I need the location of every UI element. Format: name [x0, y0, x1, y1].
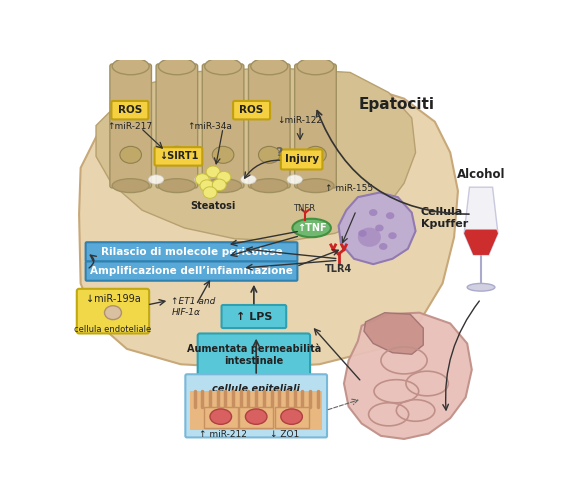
- Ellipse shape: [297, 179, 334, 192]
- Ellipse shape: [205, 58, 241, 75]
- FancyBboxPatch shape: [86, 262, 297, 281]
- Ellipse shape: [158, 179, 196, 192]
- Text: Injury: Injury: [284, 154, 319, 164]
- Text: ↓SIRT1: ↓SIRT1: [159, 151, 198, 161]
- Text: Cellula
Kpuffer: Cellula Kpuffer: [421, 207, 468, 229]
- Ellipse shape: [386, 212, 395, 219]
- FancyBboxPatch shape: [239, 407, 273, 428]
- FancyBboxPatch shape: [204, 407, 238, 428]
- Text: Alcohol: Alcohol: [457, 168, 505, 181]
- Ellipse shape: [200, 180, 214, 191]
- Ellipse shape: [203, 187, 217, 198]
- FancyBboxPatch shape: [156, 64, 198, 188]
- Text: TNFR: TNFR: [293, 203, 315, 212]
- Ellipse shape: [196, 174, 209, 185]
- FancyBboxPatch shape: [233, 101, 270, 119]
- Polygon shape: [96, 68, 416, 241]
- Ellipse shape: [305, 146, 326, 163]
- Ellipse shape: [292, 219, 331, 237]
- FancyBboxPatch shape: [190, 391, 323, 430]
- Polygon shape: [79, 77, 458, 368]
- Text: ↑miR-34a: ↑miR-34a: [188, 122, 232, 131]
- Ellipse shape: [251, 179, 288, 192]
- Ellipse shape: [212, 146, 234, 163]
- FancyBboxPatch shape: [112, 101, 148, 119]
- Ellipse shape: [194, 175, 210, 184]
- Ellipse shape: [358, 230, 367, 237]
- Ellipse shape: [251, 58, 288, 75]
- FancyBboxPatch shape: [185, 374, 327, 437]
- Text: ROS: ROS: [118, 105, 142, 115]
- Text: cellule epiteliali: cellule epiteliali: [212, 384, 300, 393]
- Ellipse shape: [259, 146, 280, 163]
- Text: ↑ miR-212: ↑ miR-212: [199, 430, 247, 439]
- Text: ↑miR-217: ↑miR-217: [108, 122, 153, 131]
- Text: ↑ miR-155: ↑ miR-155: [324, 183, 372, 192]
- Ellipse shape: [105, 306, 121, 320]
- Ellipse shape: [369, 209, 378, 216]
- Ellipse shape: [120, 146, 141, 163]
- FancyBboxPatch shape: [154, 147, 202, 166]
- Text: ↑ LPS: ↑ LPS: [236, 312, 272, 322]
- Text: Steatosi: Steatosi: [190, 201, 236, 211]
- FancyBboxPatch shape: [248, 64, 290, 188]
- Ellipse shape: [358, 227, 381, 247]
- Ellipse shape: [112, 179, 149, 192]
- Ellipse shape: [212, 179, 226, 191]
- FancyBboxPatch shape: [295, 64, 336, 188]
- Text: ↑ET1 and
HIF-1α: ↑ET1 and HIF-1α: [172, 297, 216, 317]
- Text: Epatociti: Epatociti: [358, 97, 434, 112]
- Ellipse shape: [210, 409, 232, 424]
- Ellipse shape: [241, 175, 256, 184]
- Ellipse shape: [166, 146, 188, 163]
- Text: Rilascio di molecole pericolose: Rilascio di molecole pericolose: [101, 247, 283, 257]
- Ellipse shape: [379, 243, 387, 250]
- Text: ROS: ROS: [240, 105, 264, 115]
- Text: ↓miR-122: ↓miR-122: [277, 116, 323, 125]
- Polygon shape: [364, 313, 423, 354]
- Polygon shape: [464, 187, 498, 255]
- FancyBboxPatch shape: [86, 242, 297, 262]
- Polygon shape: [464, 229, 498, 255]
- Polygon shape: [344, 313, 472, 439]
- Text: Amplificazione dell’infiammazione: Amplificazione dell’infiammazione: [90, 266, 293, 276]
- Text: ↓ ZO1: ↓ ZO1: [270, 430, 299, 439]
- Ellipse shape: [148, 175, 164, 184]
- Text: TLR4: TLR4: [325, 264, 352, 274]
- Polygon shape: [339, 192, 416, 264]
- Ellipse shape: [375, 224, 384, 231]
- Ellipse shape: [297, 58, 334, 75]
- Text: ↑TNF: ↑TNF: [297, 223, 327, 233]
- Ellipse shape: [245, 409, 267, 424]
- Ellipse shape: [158, 58, 196, 75]
- Text: ↓miR-199a: ↓miR-199a: [86, 294, 140, 304]
- Ellipse shape: [287, 175, 303, 184]
- FancyBboxPatch shape: [221, 305, 286, 328]
- FancyBboxPatch shape: [77, 289, 149, 334]
- Ellipse shape: [112, 58, 149, 75]
- Ellipse shape: [217, 171, 231, 183]
- FancyBboxPatch shape: [281, 149, 323, 169]
- Ellipse shape: [206, 166, 220, 177]
- Text: ?: ?: [276, 146, 283, 159]
- Ellipse shape: [388, 232, 397, 239]
- Text: Aumentata permeabilità
intestinale: Aumentata permeabilità intestinale: [186, 344, 321, 366]
- FancyBboxPatch shape: [275, 407, 308, 428]
- Ellipse shape: [467, 284, 495, 291]
- FancyBboxPatch shape: [202, 64, 244, 188]
- Ellipse shape: [205, 179, 241, 192]
- Ellipse shape: [281, 409, 303, 424]
- FancyBboxPatch shape: [198, 334, 310, 377]
- Text: cellula endoteliale: cellula endoteliale: [74, 325, 152, 334]
- FancyBboxPatch shape: [110, 64, 152, 188]
